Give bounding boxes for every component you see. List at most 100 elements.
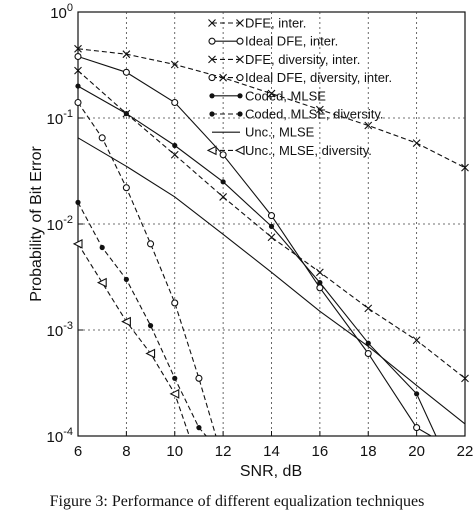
legend-item: DFE, inter. <box>208 16 306 31</box>
y-tick-label: 100 <box>50 2 73 22</box>
grid <box>78 12 465 436</box>
data-point <box>171 299 179 307</box>
data-point <box>364 349 372 358</box>
legend-marker <box>236 19 244 27</box>
legend-item: Ideal DFE, inter. <box>208 34 338 49</box>
data-point <box>267 89 276 98</box>
y-axis-label: Probability of Bit Error <box>28 146 45 302</box>
legend-item: Coded, MLSE <box>209 88 326 103</box>
y-tick-label: 10-2 <box>47 214 73 234</box>
data-point <box>267 212 276 220</box>
data-point <box>365 340 371 346</box>
data-point <box>267 233 276 242</box>
data-point <box>96 277 107 288</box>
data-point <box>414 391 420 397</box>
legend-item: Ideal DFE, diversity, inter. <box>208 70 392 85</box>
y-tick-label: 10-3 <box>47 320 73 340</box>
legend-label: Unc., MLSE <box>245 125 315 140</box>
data-point <box>172 375 178 381</box>
legend-label: Ideal DFE, diversity, inter. <box>245 70 392 85</box>
legend-marker <box>208 37 216 45</box>
legend-item: Coded, MLSE, diversity. <box>209 107 383 122</box>
legend-label: DFE, inter. <box>245 16 306 31</box>
data-point <box>268 223 275 229</box>
x-tick-label: 6 <box>74 443 82 460</box>
series-6 <box>75 199 207 437</box>
legend-marker <box>209 93 215 99</box>
legend-marker <box>208 74 216 82</box>
series-line <box>77 48 466 169</box>
data-point <box>72 238 83 249</box>
x-axis-label: SNR, dB <box>240 463 302 480</box>
data-point <box>412 139 421 147</box>
data-point <box>170 150 179 159</box>
legend-marker <box>208 19 216 27</box>
data-point <box>171 98 179 107</box>
x-tick-label: 8 <box>122 443 130 460</box>
data-point <box>220 179 226 185</box>
legend-marker <box>208 55 216 64</box>
data-point <box>75 199 81 205</box>
data-point <box>364 121 373 130</box>
data-point <box>219 151 227 159</box>
data-point <box>74 98 82 107</box>
x-tick-label: 22 <box>457 443 474 460</box>
legend-marker <box>236 37 244 45</box>
data-point <box>74 44 82 53</box>
series-4 <box>74 98 217 437</box>
data-point <box>99 244 105 251</box>
data-point <box>123 111 129 117</box>
legend-item: DFE, diversity, inter. <box>208 52 360 67</box>
series-2 <box>74 52 432 437</box>
data-point <box>147 240 155 248</box>
series-8 <box>72 238 190 437</box>
data-point <box>317 280 323 286</box>
legend-marker <box>209 111 215 117</box>
data-point <box>219 193 228 201</box>
series-line <box>77 137 466 425</box>
series-5 <box>75 83 437 437</box>
data-point <box>172 142 178 149</box>
data-point <box>196 425 202 431</box>
legend-item: Unc., MLSE, diversity. <box>206 143 372 158</box>
legend: DFE, inter. Ideal DFE, inter. DFE, diversi… <box>206 16 392 158</box>
data-point <box>98 134 106 142</box>
legend-label: Unc., MLSE, diversity. <box>245 143 372 158</box>
legend-marker <box>237 93 243 99</box>
data-point <box>315 105 324 114</box>
x-tick-label: 20 <box>408 443 425 460</box>
data-point <box>122 184 130 192</box>
x-tick-label: 12 <box>215 443 232 460</box>
data-point <box>170 60 179 69</box>
legend-marker <box>236 74 244 82</box>
x-tick-label: 18 <box>360 443 377 460</box>
data-point <box>122 68 130 76</box>
data-point <box>195 374 203 382</box>
data-point <box>413 424 421 432</box>
legend-label: Coded, MLSE, diversity. <box>245 107 383 122</box>
ber-vs-snr-chart: 6 8 10 12 14 16 18 20 22 100 10-1 10-2 10-3 10-4 DFE,… <box>28 2 474 480</box>
legend-label: Coded, MLSE <box>245 88 326 103</box>
data-point <box>315 268 324 277</box>
figure-caption: Figure 3: Performance of different equal… <box>49 493 425 510</box>
series-3 <box>74 44 469 172</box>
data-point <box>75 83 81 89</box>
data-point <box>461 374 469 383</box>
legend-marker <box>236 55 244 64</box>
data-point <box>123 276 129 283</box>
data-point <box>145 348 156 359</box>
series-7 <box>77 137 466 425</box>
legend-label: Ideal DFE, inter. <box>245 34 338 49</box>
series-line <box>77 243 190 437</box>
data-point <box>364 304 373 313</box>
legend-label: DFE, diversity, inter. <box>245 52 360 67</box>
legend-marker <box>237 111 243 117</box>
legend-marker <box>206 145 217 156</box>
data-point <box>147 323 154 329</box>
data-point <box>412 336 421 345</box>
legend-item: Unc., MLSE <box>212 125 315 140</box>
y-tick-label: 10-4 <box>47 426 73 446</box>
data-point <box>122 50 131 59</box>
x-tick-label: 14 <box>263 443 280 460</box>
data-point <box>74 66 82 75</box>
